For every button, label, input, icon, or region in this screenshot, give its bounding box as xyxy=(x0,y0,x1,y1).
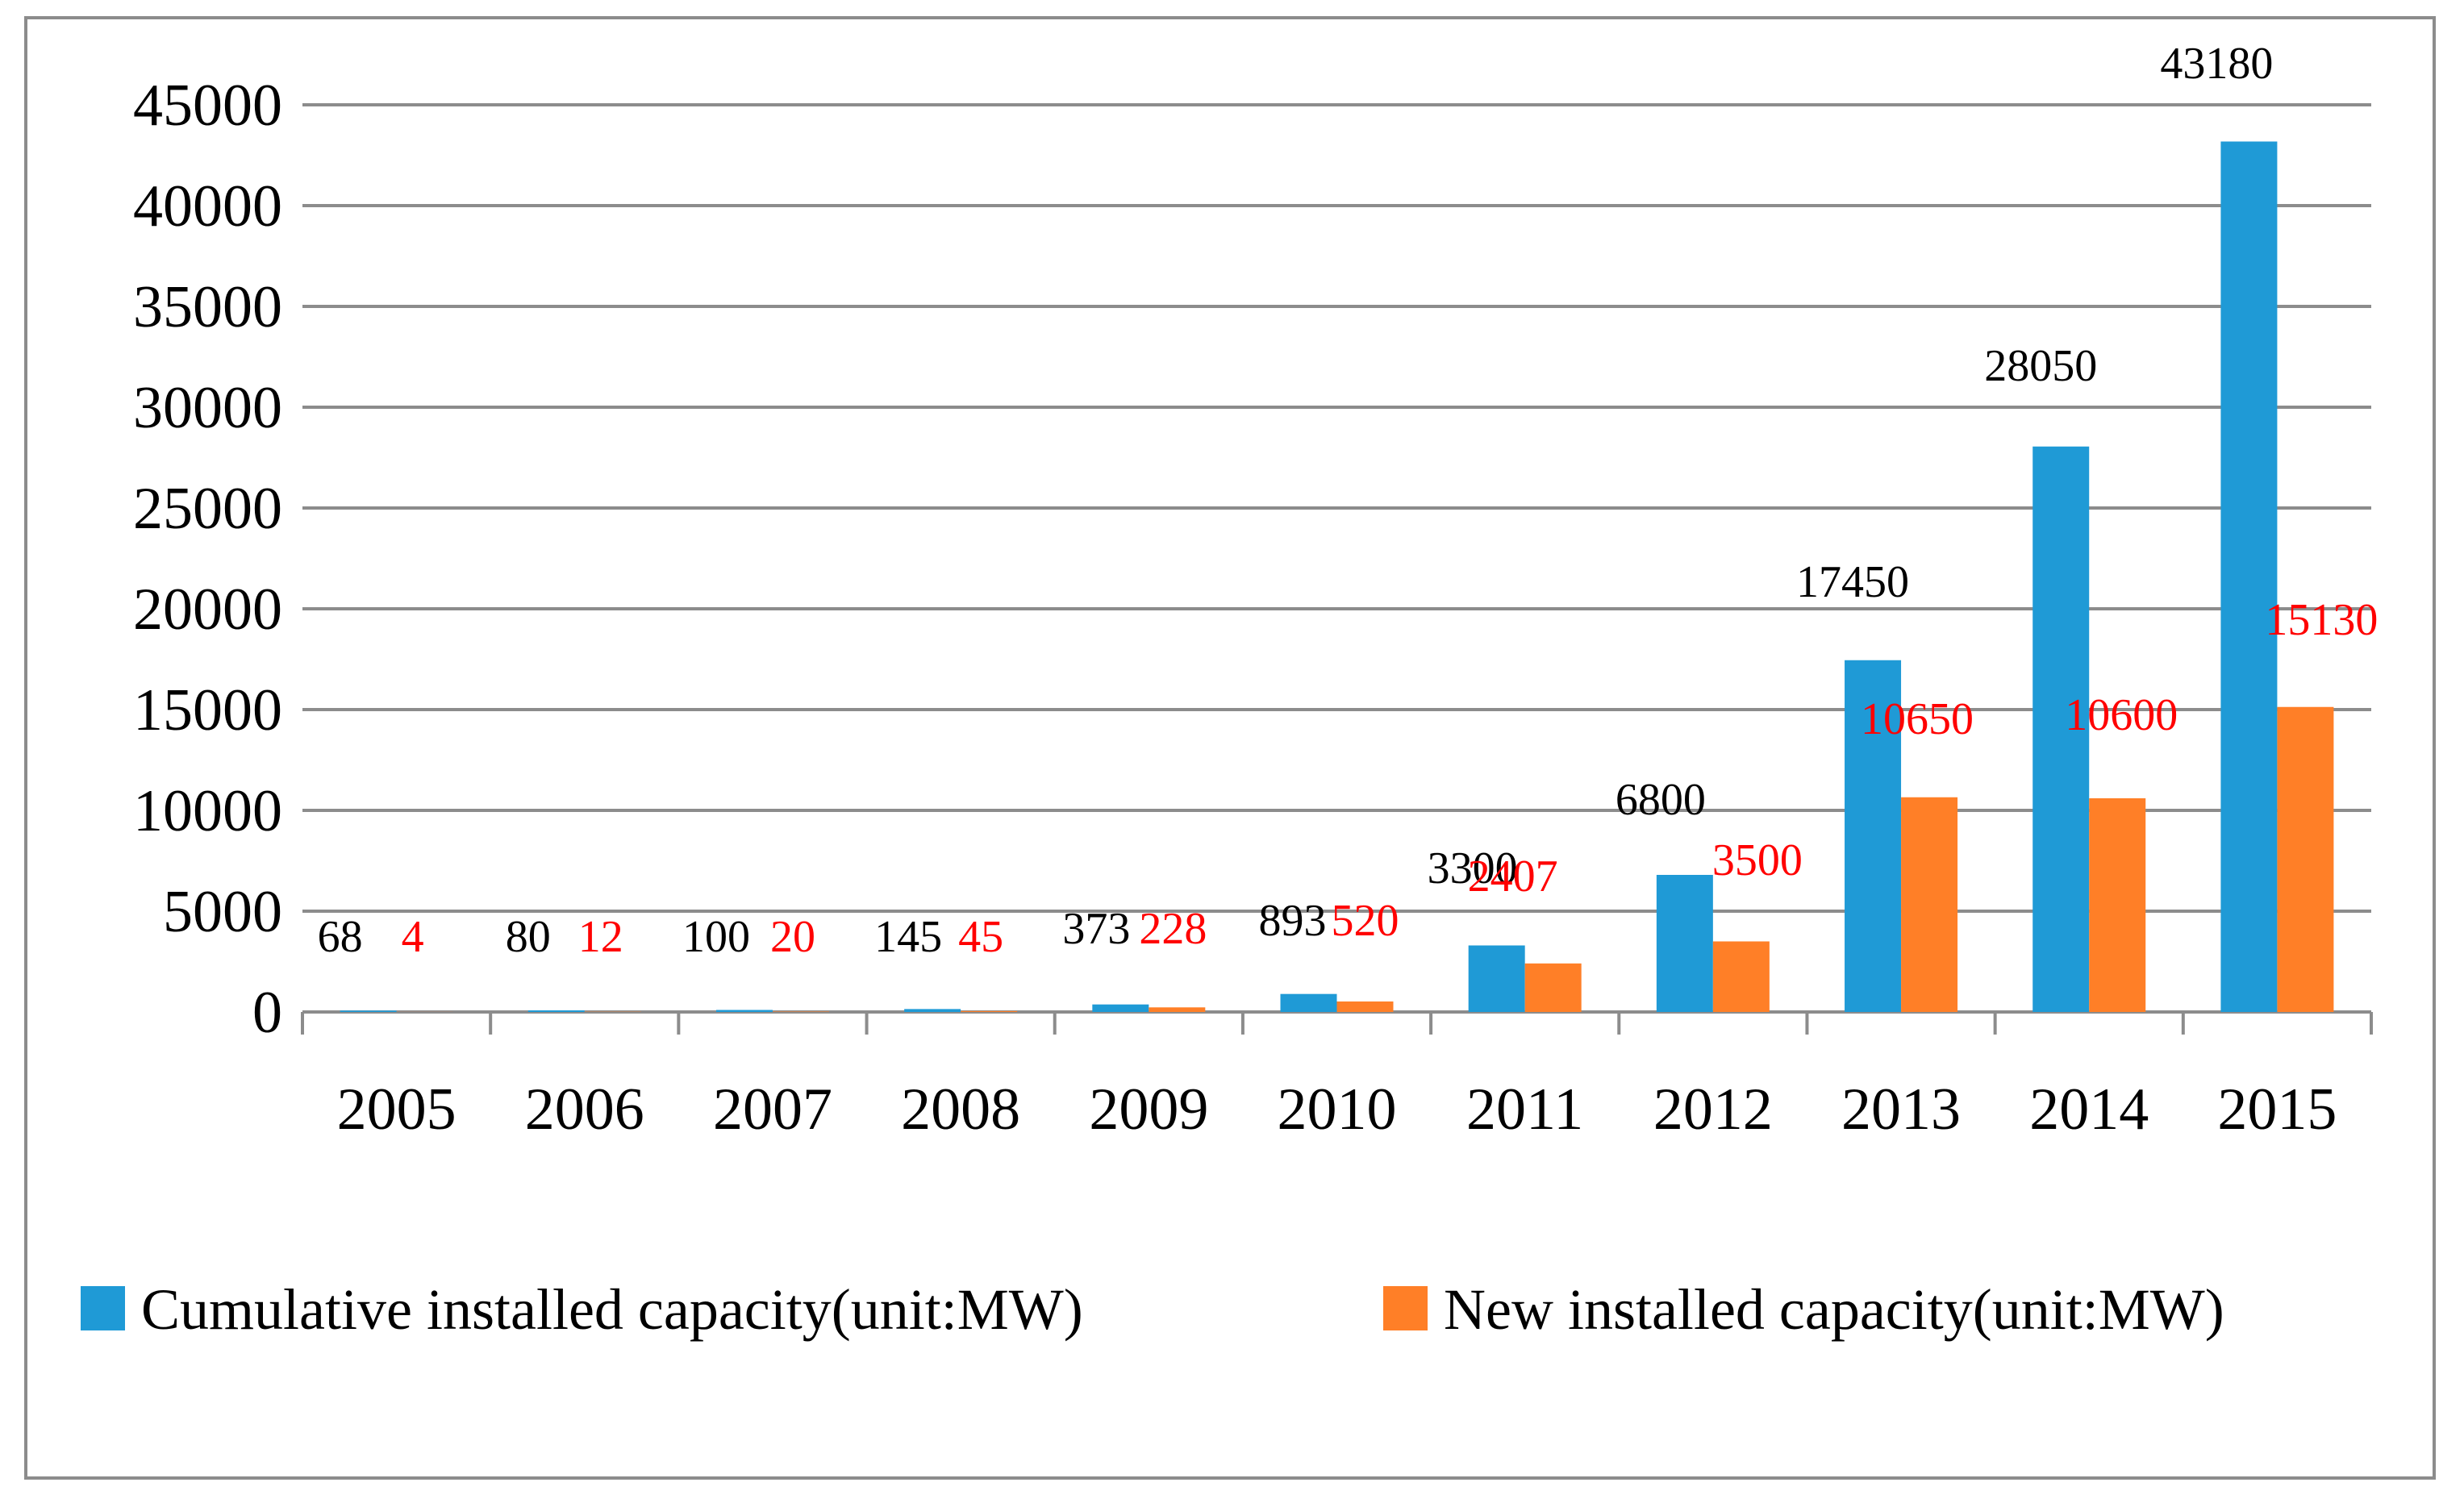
bar-new xyxy=(1336,1001,1394,1012)
bar-new xyxy=(2277,706,2334,1012)
y-tick-label: 40000 xyxy=(133,173,282,239)
data-label-new: 20 xyxy=(770,912,815,962)
bar-new xyxy=(2089,798,2146,1012)
x-tick-label: 2015 xyxy=(2217,1076,2337,1143)
y-tick-label: 35000 xyxy=(133,274,282,340)
data-label-cumulative: 145 xyxy=(874,912,942,962)
bar-cumulative xyxy=(2220,141,2278,1012)
bar-new xyxy=(772,1011,829,1012)
axes: 0 5000 10000 15000 20000 25000 30000 35000 40000… xyxy=(133,73,2373,1143)
data-label-cumulative: 17450 xyxy=(1796,557,1909,607)
data-label-new: 3500 xyxy=(1712,835,1803,885)
bar-new xyxy=(1149,1007,1206,1012)
data-label-new: 45 xyxy=(958,912,1003,962)
data-label-new: 12 xyxy=(578,912,623,962)
x-tick-label: 2013 xyxy=(1841,1076,1961,1143)
bar-cumulative xyxy=(340,1010,397,1012)
y-tick-label: 30000 xyxy=(133,375,282,441)
y-tick-label: 45000 xyxy=(133,73,282,139)
data-label-new: 520 xyxy=(1332,896,1399,946)
bar-new xyxy=(1901,797,1958,1012)
bar-new xyxy=(1712,941,1770,1012)
legend-label-new: New installed capacity(unit:MW) xyxy=(1444,1277,2224,1342)
bar-cumulative xyxy=(1656,875,1713,1012)
y-tick-label: 10000 xyxy=(133,778,282,844)
x-tick-label: 2012 xyxy=(1653,1076,1773,1143)
data-label-new: 228 xyxy=(1139,904,1207,954)
y-tick-label: 15000 xyxy=(133,677,282,743)
data-label-cumulative: 68 xyxy=(318,912,363,962)
bar-cumulative xyxy=(1468,945,1525,1012)
bars xyxy=(340,141,2334,1012)
data-label-cumulative: 28050 xyxy=(1984,341,2097,391)
legend-swatch-cumulative xyxy=(81,1286,125,1330)
legend: Cumulative installed capacity(unit:MW) Ne… xyxy=(81,1277,2224,1342)
data-label-new: 2407 xyxy=(1468,852,1558,901)
bar-cumulative xyxy=(1280,993,1337,1012)
x-tick-label: 2008 xyxy=(901,1076,1020,1143)
data-label-new: 15130 xyxy=(2265,595,2378,645)
y-tick-label: 20000 xyxy=(133,577,282,643)
bar-cumulative xyxy=(2032,446,2090,1012)
data-label-cumulative: 6800 xyxy=(1616,775,1706,825)
legend-swatch-new xyxy=(1383,1286,1428,1330)
bar-cumulative xyxy=(1845,660,1902,1012)
y-tick-label: 0 xyxy=(252,980,282,1046)
legend-label-cumulative: Cumulative installed capacity(unit:MW) xyxy=(141,1277,1083,1342)
x-tick-label: 2014 xyxy=(2029,1076,2149,1143)
x-tick-label: 2005 xyxy=(337,1076,457,1143)
grid xyxy=(302,103,2371,913)
data-label-new: 10650 xyxy=(1861,694,1974,744)
x-tick-label: 2011 xyxy=(1466,1076,1583,1143)
data-label-cumulative: 3300 xyxy=(1428,843,1518,893)
data-label-cumulative: 43180 xyxy=(2160,39,2273,89)
x-tick-label: 2007 xyxy=(713,1076,832,1143)
x-tick-label: 2009 xyxy=(1089,1076,1208,1143)
bar-cumulative xyxy=(527,1010,585,1012)
data-label-new: 10600 xyxy=(2065,690,2178,740)
bar-cumulative xyxy=(1092,1004,1149,1012)
y-tick-label: 25000 xyxy=(133,476,282,542)
bar-new xyxy=(961,1010,1018,1012)
bar-new xyxy=(1524,963,1582,1012)
data-label-cumulative: 80 xyxy=(506,912,551,962)
data-label-cumulative: 100 xyxy=(682,912,750,962)
x-tick-label: 2010 xyxy=(1278,1076,1397,1143)
data-label-new: 4 xyxy=(402,912,424,962)
data-label-cumulative: 373 xyxy=(1062,904,1130,954)
x-tick-label: 2006 xyxy=(525,1076,644,1143)
bar-cumulative xyxy=(715,1010,773,1012)
data-label-cumulative: 893 xyxy=(1259,896,1327,946)
bar-cumulative xyxy=(904,1009,961,1012)
y-tick-label: 5000 xyxy=(163,879,282,945)
